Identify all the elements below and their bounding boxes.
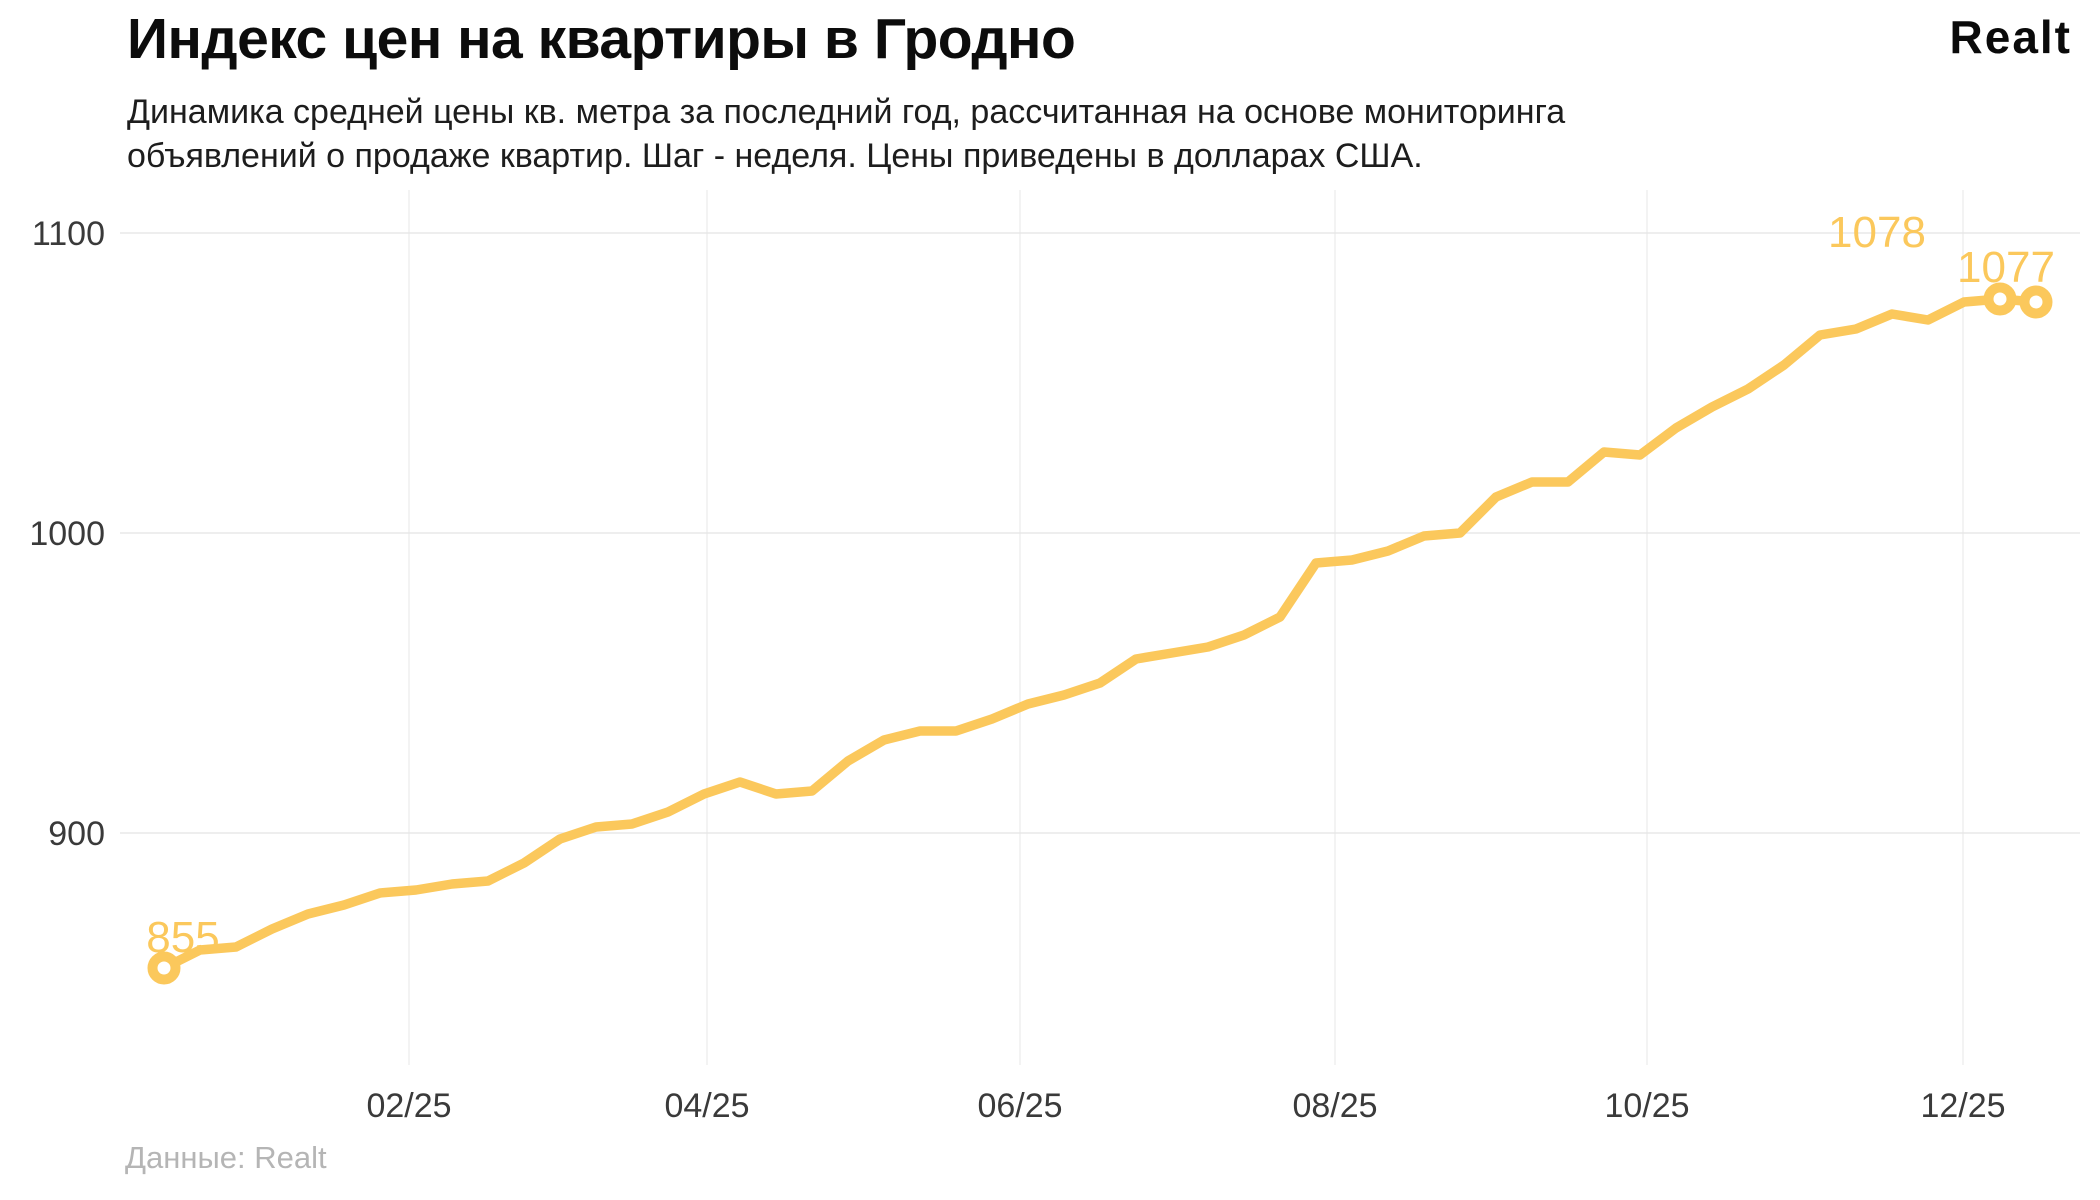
chart-subtitle: Динамика средней цены кв. метра за после… (127, 90, 1565, 178)
point-label: 1078 (1828, 208, 1926, 257)
x-axis-tick-label: 02/25 (366, 1087, 451, 1125)
point-marker (1983, 282, 2017, 316)
x-axis-tick-label: 04/25 (664, 1087, 749, 1125)
point-label: 855 (146, 913, 219, 962)
realt-logo: Realt (1949, 11, 2072, 63)
point-marker (147, 951, 181, 985)
x-axis-tick-label: 08/25 (1292, 1087, 1377, 1125)
x-axis-tick-label: 12/25 (1920, 1087, 2005, 1125)
point-label: 1077 (1957, 243, 2055, 292)
y-axis-tick-label: 1000 (29, 515, 105, 553)
price-line (159, 294, 2041, 973)
y-axis-tick-label: 900 (48, 815, 105, 853)
chart-subtitle-line2: объявлений о продаже квартир. Шаг - неде… (127, 137, 1423, 176)
point-marker (2019, 285, 2053, 319)
y-axis-tick-label: 1100 (32, 215, 105, 253)
x-axis-tick-label: 06/25 (977, 1087, 1062, 1125)
chart-subtitle-line1: Динамика средней цены кв. метра за после… (127, 93, 1566, 131)
data-source-caption: Данные: Realt (125, 1140, 327, 1175)
x-axis-tick-label: 10/25 (1604, 1087, 1689, 1125)
chart-title: Индекс цен на квартиры в Гродно (127, 7, 1076, 71)
